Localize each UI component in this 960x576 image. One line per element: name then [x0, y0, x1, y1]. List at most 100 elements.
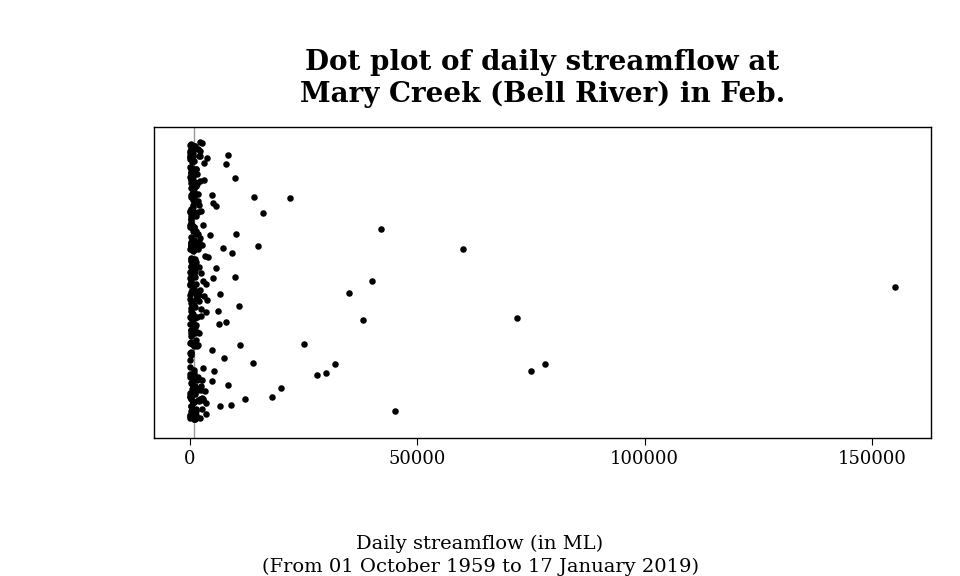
Point [183, 406, 199, 415]
Point [184, 339, 200, 348]
Point [194, 394, 209, 403]
Point [188, 142, 204, 151]
Text: Daily streamflow (in ML): Daily streamflow (in ML) [356, 535, 604, 554]
Point [198, 398, 213, 407]
Point [185, 246, 201, 255]
Point [185, 406, 201, 415]
Point [185, 381, 201, 391]
Point [191, 396, 206, 405]
Point [182, 273, 198, 282]
Point [188, 335, 204, 344]
Point [183, 412, 199, 422]
Point [186, 141, 202, 150]
Point [183, 276, 199, 285]
Point [183, 221, 199, 230]
Point [204, 190, 219, 199]
Point [183, 325, 199, 335]
Point [887, 282, 902, 291]
Point [190, 229, 205, 238]
Point [183, 233, 199, 242]
Point [210, 306, 226, 316]
Point [190, 292, 205, 301]
Point [204, 377, 220, 386]
Point [245, 358, 260, 367]
Point [184, 164, 200, 173]
Point [183, 214, 199, 223]
Point [251, 242, 266, 251]
Point [183, 306, 199, 315]
Point [197, 158, 212, 168]
Point [184, 192, 200, 201]
Point [183, 212, 199, 221]
Point [183, 402, 199, 411]
Point [183, 240, 199, 249]
Point [185, 264, 201, 273]
Point [183, 148, 199, 157]
Point [455, 245, 470, 254]
Point [194, 240, 209, 249]
Point [183, 350, 199, 359]
Point [185, 200, 201, 210]
Point [185, 239, 201, 248]
Point [188, 230, 204, 239]
Point [182, 153, 198, 162]
Point [199, 280, 214, 289]
Point [183, 312, 199, 321]
Point [182, 206, 198, 215]
Point [185, 313, 201, 322]
Point [192, 152, 207, 161]
Point [187, 254, 203, 263]
Point [205, 198, 221, 207]
Point [183, 244, 199, 253]
Point [195, 221, 210, 230]
Point [208, 202, 224, 211]
Point [185, 207, 201, 216]
Point [185, 148, 201, 157]
Point [187, 342, 203, 351]
Point [183, 303, 199, 312]
Point [191, 296, 206, 305]
Point [218, 317, 233, 327]
Point [186, 397, 202, 406]
Point [186, 183, 202, 192]
Point [185, 300, 201, 309]
Point [187, 266, 203, 275]
Point [189, 376, 204, 385]
Point [183, 348, 199, 358]
Point [183, 288, 199, 297]
Point [183, 175, 199, 184]
Point [187, 286, 203, 295]
Point [196, 364, 211, 373]
Point [185, 398, 201, 407]
Point [182, 312, 198, 321]
Point [188, 165, 204, 174]
Point [185, 172, 201, 181]
Point [185, 385, 201, 394]
Point [183, 401, 199, 411]
Point [192, 290, 207, 300]
Point [264, 393, 279, 402]
Point [187, 272, 203, 281]
Point [216, 244, 231, 253]
Point [188, 389, 204, 399]
Point [185, 397, 201, 407]
Point [191, 328, 206, 337]
Point [182, 207, 198, 217]
Point [184, 390, 200, 399]
Point [188, 226, 204, 236]
Point [193, 394, 208, 403]
Point [387, 407, 402, 416]
Point [183, 193, 199, 202]
Point [193, 233, 208, 242]
Point [183, 410, 199, 419]
Point [183, 254, 199, 263]
Point [182, 280, 198, 289]
Point [189, 169, 204, 179]
Point [183, 151, 199, 161]
Title: Dot plot of daily streamflow at
Mary Creek (Bell River) in Feb.: Dot plot of daily streamflow at Mary Cre… [300, 49, 785, 108]
Point [355, 316, 371, 325]
Point [188, 164, 204, 173]
Point [211, 320, 227, 329]
Point [186, 414, 202, 423]
Point [183, 245, 199, 254]
